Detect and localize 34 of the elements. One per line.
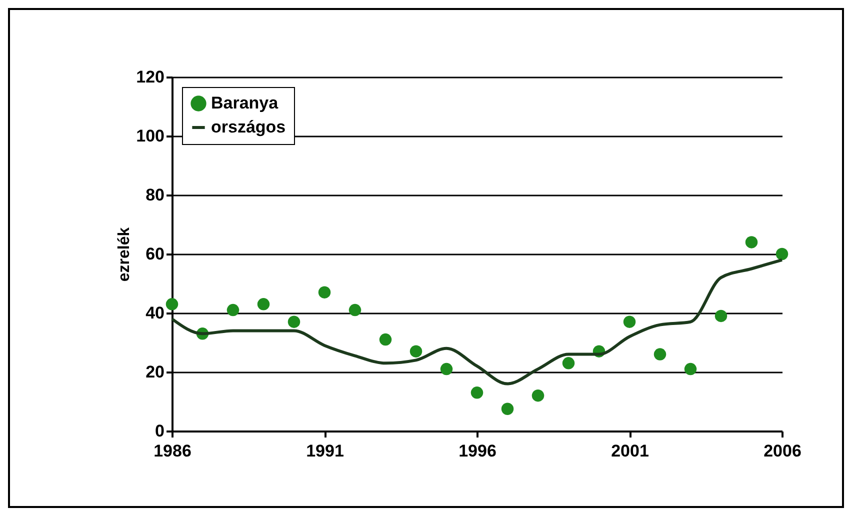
x-tick-label: 1991	[306, 442, 344, 460]
y-tick-label: 60	[146, 244, 164, 264]
point	[776, 248, 788, 260]
legend-label: országos	[211, 118, 286, 136]
y-tick-label: 100	[136, 126, 164, 146]
point	[166, 298, 178, 310]
y-tick-label: 120	[136, 68, 164, 86]
point	[318, 286, 331, 298]
point	[257, 298, 270, 310]
point	[288, 316, 300, 328]
y-tick-label: 0	[155, 422, 164, 440]
y-tick-label: 20	[146, 362, 164, 382]
point	[714, 310, 728, 322]
point	[440, 362, 453, 376]
point	[470, 386, 484, 399]
point	[562, 357, 575, 370]
y-tick-label: 80	[146, 186, 164, 204]
point	[501, 402, 514, 415]
legend-label: Baranya	[211, 94, 279, 112]
point	[532, 389, 544, 402]
x-tick-label: 2006	[764, 442, 802, 460]
y-axis-title: ezrelék	[116, 227, 134, 282]
y-tick-label: 40	[146, 304, 164, 322]
point	[623, 316, 636, 328]
point	[348, 304, 362, 316]
x-tick-label: 1986	[154, 442, 192, 460]
x-tick-label: 1996	[458, 442, 496, 460]
point	[654, 348, 666, 360]
x-tick-label: 2001	[611, 442, 649, 460]
point	[410, 345, 422, 358]
point	[684, 362, 697, 376]
point	[379, 333, 392, 346]
point	[745, 236, 758, 248]
point	[226, 304, 240, 316]
